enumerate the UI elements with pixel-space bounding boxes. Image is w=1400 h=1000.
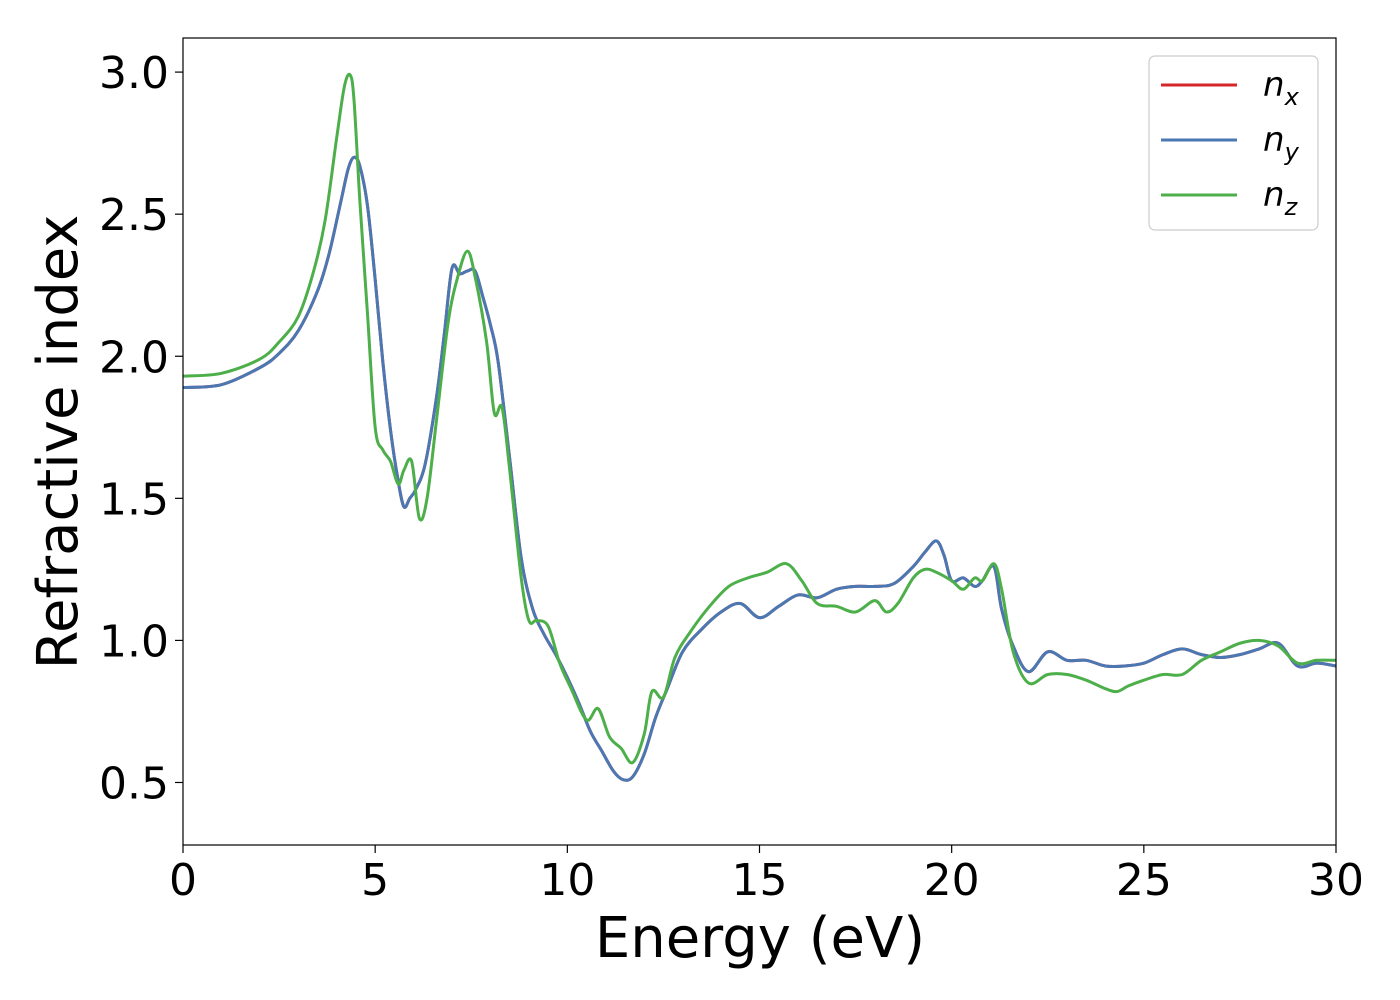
x-tick-label: 25 — [1116, 855, 1172, 906]
y-tick-label: 1.5 — [99, 474, 169, 525]
x-axis-title: Energy (eV) — [595, 906, 925, 971]
x-tick-label: 0 — [169, 855, 197, 906]
y-tick-label: 1.0 — [99, 616, 169, 667]
y-tick-label: 2.5 — [99, 190, 169, 241]
y-tick-label: 2.0 — [99, 332, 169, 383]
y-axis-ticks: 0.5 1.0 1.5 2.0 2.5 3.0 — [99, 48, 183, 809]
series-line-ny — [183, 155, 1336, 782]
y-axis-title: Refractive index — [26, 215, 91, 670]
x-tick-label: 20 — [924, 855, 980, 906]
x-axis-ticks: 0 5 10 15 20 25 30 — [169, 845, 1364, 906]
y-tick-label: 0.5 — [99, 758, 169, 809]
x-tick-label: 5 — [361, 855, 389, 906]
series-line-nz — [183, 72, 1336, 765]
legend-box — [1148, 55, 1319, 231]
x-tick-label: 10 — [539, 855, 595, 906]
series-layer — [183, 72, 1336, 782]
x-tick-label: 30 — [1308, 855, 1364, 906]
y-tick-label: 3.0 — [99, 48, 169, 99]
x-tick-label: 15 — [732, 855, 788, 906]
